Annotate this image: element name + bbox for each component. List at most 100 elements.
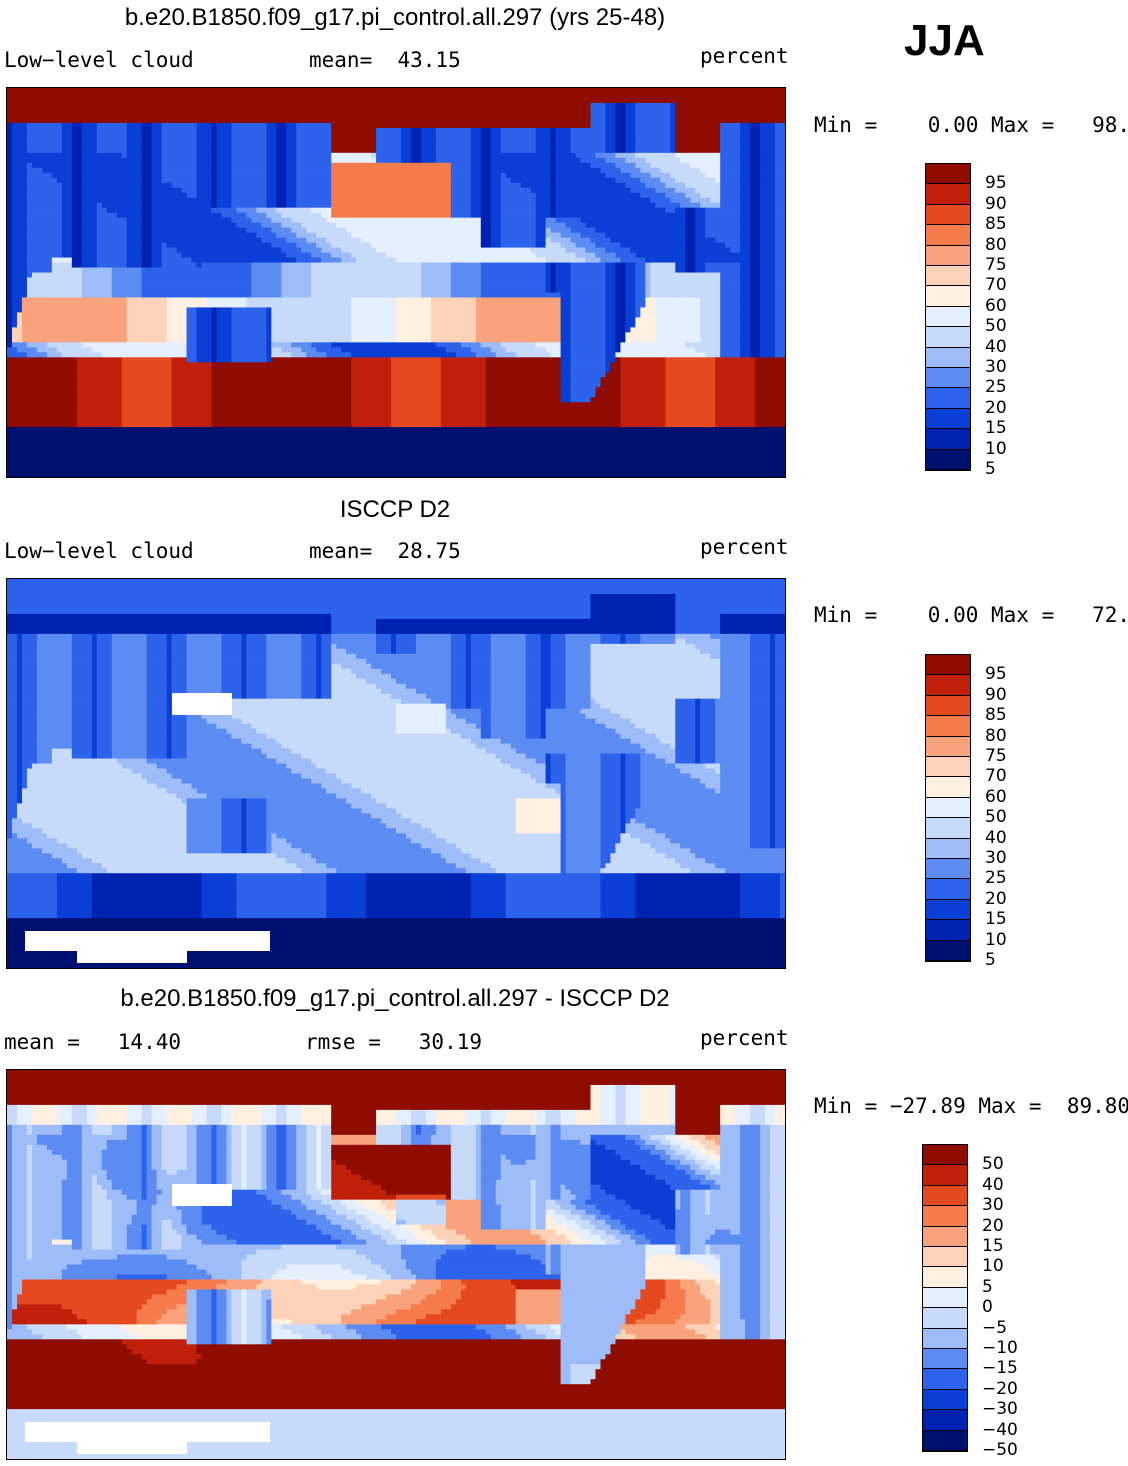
colorbar-tick-label: −20 [982, 1378, 1018, 1399]
colorbar-swatch [926, 838, 970, 859]
colorbar-tick-label: 40 [982, 1174, 1004, 1195]
colorbar-tick-label: 70 [985, 275, 1007, 296]
panel-3-mean-label: mean = 14.40 [4, 1030, 182, 1054]
colorbar-swatch [923, 1165, 967, 1186]
colorbar-tick-label: 15 [985, 909, 1007, 930]
colorbar-tick-label: 75 [985, 746, 1007, 766]
colorbar-tick-label: 80 [985, 725, 1007, 746]
colorbar-tick-label: 20 [982, 1215, 1004, 1236]
colorbar-tick-label: 85 [985, 214, 1007, 235]
colorbar-tick-label: 60 [985, 786, 1007, 807]
panel-3-title: b.e20.B1850.f09_g17.pi_control.all.297 -… [120, 985, 670, 1012]
colorbar-swatch [926, 695, 970, 717]
panel-1-mean-label: mean= 43.15 [309, 48, 461, 72]
colorbar-tick-label: 10 [985, 929, 1007, 950]
panel-3-rmse-label: rmse = 30.19 [305, 1030, 483, 1054]
colorbar-swatch [926, 757, 970, 778]
colorbar-swatch [923, 1267, 967, 1288]
colorbar-swatch [926, 777, 970, 798]
colorbar-swatch [923, 1328, 967, 1349]
panel-2-map [6, 578, 786, 969]
colorbar-tick-label: 75 [985, 255, 1007, 275]
colorbar-swatch [923, 1389, 967, 1411]
colorbar-swatch [926, 204, 970, 226]
panel-3-colorbar: 50 40 30 20 15 10 5 0 −5 −10 −15 −20 −30 −40 −50 [922, 1144, 1018, 1460]
colorbar-tick-label: 50 [985, 807, 1007, 828]
colorbar-tick-label: −50 [982, 1440, 1018, 1460]
colorbar-tick-label: 15 [982, 1236, 1004, 1256]
colorbar-swatch [926, 716, 970, 737]
colorbar-tick-label: 30 [985, 357, 1007, 377]
colorbar-swatch [926, 286, 970, 307]
panel-3-minmax: Min = −27.89 Max = 89.80 [814, 1094, 1128, 1118]
colorbar-swatch [923, 1185, 967, 1207]
panel-3-map [6, 1069, 786, 1460]
panel-1-map [6, 87, 786, 478]
colorbar-swatch [926, 920, 970, 941]
colorbar-tick-label: −10 [982, 1338, 1018, 1358]
panel-2-colorbar: 95 90 85 80 75 70 60 50 40 30 25 20 15 10 5 [925, 654, 1007, 970]
colorbar-tick-label: 25 [985, 377, 1007, 398]
colorbar-tick-label: 90 [985, 684, 1007, 705]
colorbar-tick-label: 40 [985, 336, 1007, 357]
colorbar-frame [925, 654, 971, 962]
colorbar-swatch [926, 388, 970, 409]
panel-2-minmax: Min = 0.00 Max = 72.34 [814, 603, 1128, 627]
colorbar-tick-label: 5 [985, 459, 996, 479]
colorbar-swatch [923, 1349, 967, 1370]
colorbar-tick-label: 90 [985, 193, 1007, 214]
colorbar-tick-label: 25 [985, 868, 1007, 889]
colorbar-swatch [926, 429, 970, 450]
colorbar-tick-label: −40 [982, 1419, 1018, 1440]
colorbar-tick-label: 10 [982, 1256, 1004, 1277]
colorbar-swatch [926, 859, 970, 880]
colorbar-swatch [926, 675, 970, 696]
colorbar-tick-label: 95 [985, 173, 1007, 194]
colorbar-tick-label: 10 [985, 438, 1007, 459]
panel-3-units-label: percent [700, 1026, 789, 1050]
colorbar-swatch [926, 818, 970, 839]
colorbar-tick-label: 15 [985, 418, 1007, 439]
colorbar-swatch [926, 245, 970, 266]
colorbar-tick-label: 20 [985, 888, 1007, 909]
colorbar-swatch [923, 1287, 967, 1309]
panel-1-minmax: Min = 0.00 Max = 98.35 [814, 113, 1128, 137]
panel-2-mean-label: mean= 28.75 [309, 539, 461, 563]
colorbar-tick-label: 20 [985, 397, 1007, 418]
colorbar-tick-label: 5 [985, 950, 996, 970]
panel-1-units-label: percent [700, 44, 789, 68]
colorbar-swatch [926, 347, 970, 368]
colorbar-tick-label: −15 [982, 1358, 1018, 1379]
colorbar-swatch [926, 736, 970, 757]
colorbar-tick-label: 50 [982, 1154, 1004, 1175]
colorbar-swatch [923, 1308, 967, 1329]
colorbar-swatch [926, 225, 970, 246]
colorbar-swatch [926, 164, 970, 185]
colorbar-swatch [926, 449, 970, 470]
colorbar-swatch [926, 899, 970, 921]
colorbar-swatch [926, 879, 970, 900]
colorbar-tick-label: 5 [982, 1276, 993, 1297]
colorbar-tick-label: −30 [982, 1399, 1018, 1420]
colorbar-swatch [926, 797, 970, 819]
colorbar-swatch [923, 1206, 967, 1227]
colorbar-frame [925, 163, 971, 471]
colorbar-swatch [926, 306, 970, 328]
panel-2-title: ISCCP D2 [339, 496, 451, 523]
colorbar-swatch [926, 940, 970, 961]
panel-3-map-field [7, 1070, 785, 1459]
colorbar-swatch [923, 1410, 967, 1431]
season-label: JJA [904, 16, 985, 65]
panel-1-title: b.e20.B1850.f09_g17.pi_control.all.297 (… [124, 4, 666, 31]
colorbar-tick-label: 85 [985, 705, 1007, 726]
colorbar-tick-label: 30 [982, 1195, 1004, 1216]
panel-2-units-label: percent [700, 535, 789, 559]
colorbar-tick-label: 70 [985, 766, 1007, 787]
colorbar-swatch [923, 1430, 967, 1451]
panel-1-variable-label: Low−level cloud [4, 48, 194, 72]
colorbar-tick-label: 60 [985, 295, 1007, 316]
colorbar-swatch [923, 1226, 967, 1247]
colorbar-swatch [923, 1247, 967, 1268]
colorbar-frame [922, 1144, 968, 1452]
panel-2-variable-label: Low−level cloud [4, 539, 194, 563]
